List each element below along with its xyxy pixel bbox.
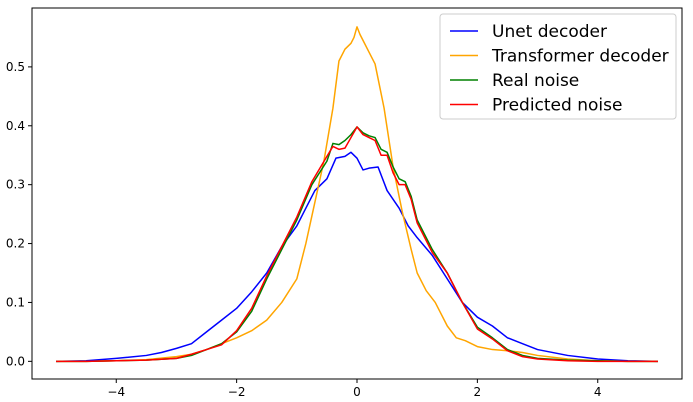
series-line-transformer-decoder [56,26,658,363]
y-tick-label: 0.2 [6,237,25,251]
series-layer [56,26,658,363]
legend-label: Predicted noise [492,96,622,116]
legend-label: Unet decoder [492,22,607,42]
y-tick-label: 0.4 [6,119,25,133]
x-axis: −4 −2 0 2 4 [107,379,602,399]
y-tick-label: 0.0 [6,354,25,368]
x-tick-label: −4 [107,385,125,399]
y-axis: 0.0 0.1 0.2 0.3 0.4 0.5 [6,60,32,368]
legend-label: Transformer decoder [491,47,669,67]
x-tick-label: −2 [228,385,246,399]
x-tick-label: 2 [474,385,482,399]
x-tick-label: 0 [353,385,361,399]
series-line-unet-decoder [56,151,658,363]
legend-frame [439,13,677,120]
y-tick-label: 0.1 [6,295,25,309]
x-tick-label: 4 [594,385,602,399]
series-line-real-noise [56,126,658,363]
legend: Unet decoder Transformer decoder Real nois… [439,13,677,120]
y-tick-label: 0.5 [6,60,25,74]
y-tick-label: 0.3 [6,178,25,192]
legend-label: Real noise [492,71,579,91]
series-line-predicted-noise [56,126,658,363]
